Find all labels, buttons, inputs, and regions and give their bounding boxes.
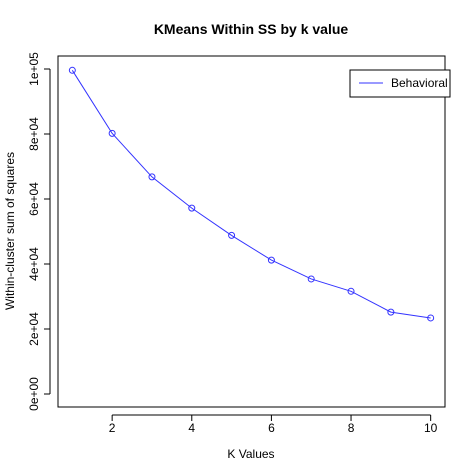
y-axis: 0e+00 2e+04 4e+04 6e+04 8e+04 1e+05	[27, 52, 51, 411]
data-point	[387, 308, 395, 316]
x-tick-label: 10	[424, 421, 438, 435]
data-point	[347, 287, 355, 295]
data-point	[307, 275, 315, 283]
x-axis-label: K Values	[227, 447, 274, 461]
data-point	[427, 314, 435, 322]
x-tick-label: 6	[268, 421, 275, 435]
data-point	[228, 231, 236, 239]
y-tick-label: 1e+05	[27, 52, 41, 86]
y-tick-label: 8e+04	[27, 117, 41, 151]
x-tick-label: 2	[109, 421, 116, 435]
data-point	[148, 173, 156, 181]
plot-frame	[57, 55, 446, 408]
data-point	[68, 66, 76, 74]
y-tick-label: 0e+00	[27, 377, 41, 411]
series-line-behavioral	[71, 70, 431, 319]
x-tick-label: 4	[188, 421, 195, 435]
y-tick-label: 2e+04	[27, 312, 41, 346]
chart-title: KMeans Within SS by k value	[154, 21, 349, 37]
legend: Behavioral	[349, 69, 451, 98]
x-axis: 2 4 6 8 10	[109, 414, 438, 435]
data-point	[188, 204, 196, 212]
y-axis-label: Within-cluster sum of squares	[3, 152, 17, 310]
legend-label-behavioral: Behavioral	[391, 76, 448, 90]
series-layer	[68, 66, 435, 322]
x-tick-label: 8	[348, 421, 355, 435]
data-point	[267, 256, 275, 264]
data-point	[108, 129, 116, 137]
y-tick-label: 4e+04	[27, 247, 41, 281]
y-tick-label: 6e+04	[27, 182, 41, 216]
